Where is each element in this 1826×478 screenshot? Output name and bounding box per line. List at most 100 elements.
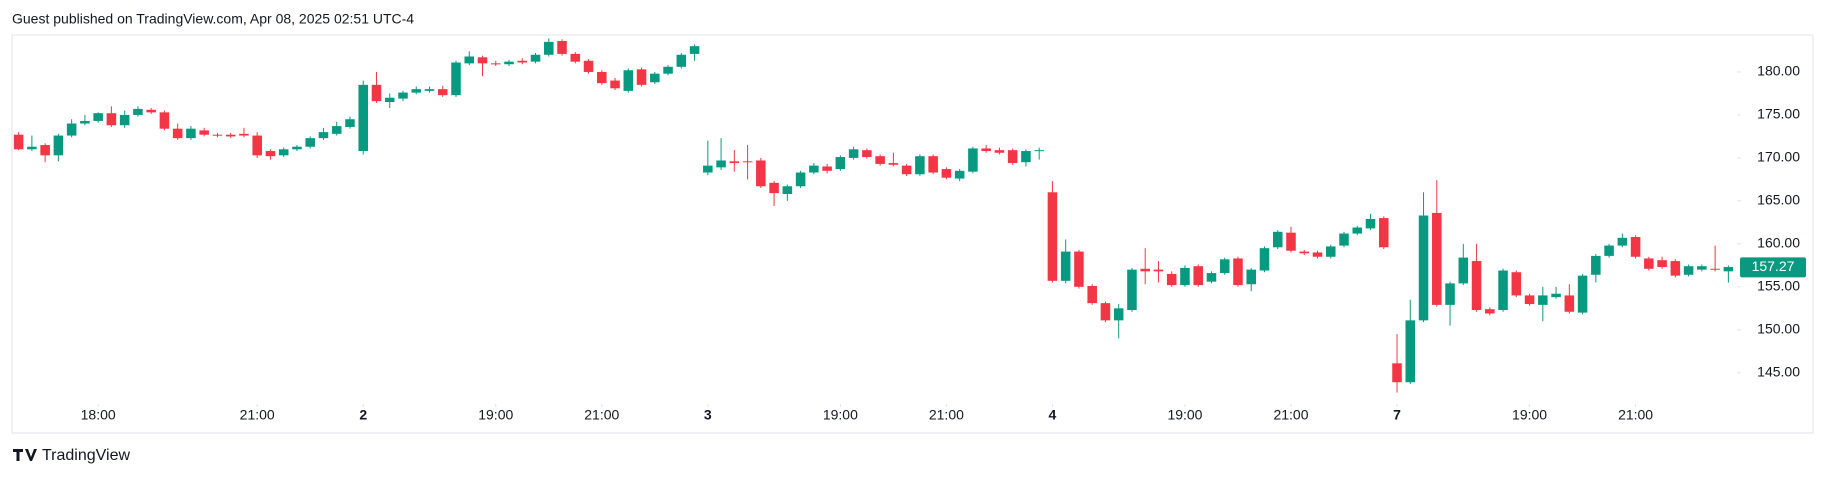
candle-body — [398, 92, 408, 99]
candle-body — [239, 133, 249, 136]
candle-body — [437, 89, 448, 96]
candle-body — [756, 160, 766, 187]
candle-body — [133, 108, 143, 115]
header: Guest published on TradingView.com, Apr … — [12, 11, 414, 27]
candle-body — [901, 165, 912, 175]
candle-body — [875, 156, 885, 164]
candle-body — [1604, 245, 1614, 256]
candle-body — [862, 150, 872, 158]
y-tick-label: 155.00 — [1757, 278, 1800, 294]
candle-body — [1060, 251, 1071, 281]
y-tick-label: 165.00 — [1757, 192, 1800, 208]
candle-body — [1007, 150, 1018, 164]
x-tick-label: 19:00 — [478, 407, 513, 423]
candle-body — [27, 146, 37, 150]
candle-body — [186, 128, 196, 139]
candle-body — [968, 148, 978, 172]
candle-body — [809, 165, 819, 173]
candle-body — [1113, 308, 1124, 321]
candle-body — [1087, 285, 1097, 304]
candle-body — [689, 46, 700, 54]
y-tick-label: 175.00 — [1757, 106, 1800, 122]
candle-body — [1100, 303, 1111, 321]
candle-body — [212, 134, 223, 136]
candle-body — [1591, 255, 1601, 275]
candle-body — [1153, 269, 1164, 272]
candle-body — [1259, 248, 1270, 271]
candle-body — [729, 161, 740, 164]
candle-body — [517, 60, 528, 63]
candle-body — [225, 134, 236, 137]
candle-body — [782, 186, 793, 195]
candle-body — [1657, 260, 1667, 268]
candle-body — [106, 113, 117, 126]
candle-body — [371, 84, 382, 102]
x-tick-label: 21:00 — [1618, 407, 1653, 423]
x-tick-label: 4 — [1049, 407, 1057, 423]
candle-body — [1034, 150, 1044, 152]
candle-body — [570, 53, 581, 62]
candle-body — [1246, 269, 1257, 285]
candle-body — [1272, 231, 1283, 248]
candle-body — [1365, 218, 1376, 229]
candle-body — [583, 60, 594, 72]
candle-body — [663, 66, 673, 74]
y-tick-label: 150.00 — [1757, 321, 1800, 337]
candle-body — [199, 130, 209, 135]
x-tick-label: 7 — [1393, 407, 1401, 423]
candle-body — [1723, 267, 1734, 272]
logo-icon — [13, 449, 37, 461]
candle-body — [769, 182, 779, 194]
candle-body — [1325, 246, 1336, 257]
x-tick-label: 21:00 — [240, 407, 275, 423]
candle-body — [504, 61, 514, 65]
candle-body — [318, 132, 329, 139]
candle-body — [1286, 232, 1296, 251]
candle-body — [13, 134, 24, 150]
candle-body — [928, 156, 938, 173]
candle-body — [1683, 266, 1694, 275]
candle-body — [1538, 295, 1548, 305]
candle-body — [1498, 270, 1508, 311]
candle-body — [1180, 267, 1190, 286]
x-tick-label: 21:00 — [929, 407, 964, 423]
candle-body — [53, 135, 64, 156]
candle-body — [40, 145, 50, 156]
candle-body — [331, 126, 342, 134]
candle-body — [795, 172, 806, 187]
candle-body — [305, 138, 315, 147]
candle-body — [424, 89, 435, 91]
candle-body — [1458, 257, 1469, 284]
y-tick-label: 160.00 — [1757, 235, 1800, 251]
footer-logo — [13, 449, 37, 461]
candle-body — [1524, 295, 1535, 305]
candle-body — [557, 41, 567, 54]
x-tick-label: 19:00 — [1512, 407, 1547, 423]
candle-body — [1644, 258, 1654, 269]
candle-body — [1379, 218, 1389, 248]
candle-body — [464, 56, 475, 64]
candle-body — [1021, 151, 1031, 163]
candle-body — [822, 166, 832, 171]
candle-body — [636, 69, 647, 85]
candle-body — [1551, 293, 1561, 298]
candle-body — [490, 63, 501, 65]
candle-body — [252, 135, 262, 156]
candle-body — [597, 71, 607, 84]
candle-body — [159, 112, 170, 129]
x-tick-label: 21:00 — [1273, 407, 1308, 423]
candle-body — [1392, 363, 1402, 383]
candle-body — [676, 54, 687, 67]
candle-body — [384, 97, 395, 103]
candle-body — [1564, 295, 1575, 312]
candle-body — [411, 89, 422, 93]
candle-body — [119, 114, 130, 126]
candle-body — [610, 80, 620, 89]
candle-body — [888, 163, 899, 165]
candle-body — [742, 161, 753, 163]
y-tick-label: 180.00 — [1757, 63, 1800, 79]
candle-body — [1710, 268, 1720, 270]
candle-body — [265, 151, 276, 157]
candle-body — [623, 70, 634, 91]
candle-body — [1405, 320, 1416, 383]
